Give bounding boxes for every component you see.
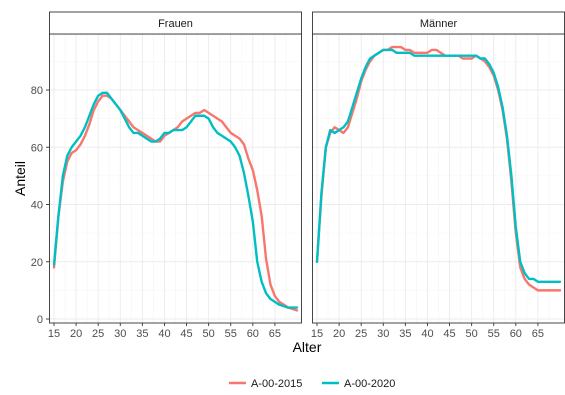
grid-lines xyxy=(49,34,302,323)
x-tick-label: 40 xyxy=(421,328,433,340)
panel-1: Männer 15 20 25 30 35 40 45 50 55 60 65 xyxy=(311,11,565,340)
x-tick-label: 55 xyxy=(225,328,237,340)
series-line-1 xyxy=(52,91,299,309)
x-tick-label: 15 xyxy=(48,328,60,340)
x-tick-label: 45 xyxy=(443,328,455,340)
y-tick-label: 60 xyxy=(31,142,43,154)
strip-box xyxy=(49,11,302,35)
x-tick-label: 30 xyxy=(114,328,126,340)
x-tick-label: 40 xyxy=(158,328,170,340)
x-tick-label: 50 xyxy=(466,328,478,340)
x-tick-label: 55 xyxy=(488,328,500,340)
legend: A-00-2015 A-00-2020 xyxy=(229,378,395,390)
x-tick-label: 65 xyxy=(269,328,281,340)
series-line-1 xyxy=(315,48,562,283)
x-tick-label: 35 xyxy=(136,328,148,340)
strip-label: Männer xyxy=(420,18,458,30)
y-axis-title: Anteil xyxy=(12,161,28,196)
x-axis-title: Alter xyxy=(293,339,322,355)
x-tick-label: 45 xyxy=(180,328,192,340)
y-tick-label: 40 xyxy=(31,200,43,212)
legend-label-1: A-00-2020 xyxy=(344,378,395,390)
x-tick-label: 60 xyxy=(510,328,522,340)
x-tick-label: 65 xyxy=(532,328,544,340)
x-tick-label: 25 xyxy=(92,328,104,340)
x-tick-label: 30 xyxy=(377,328,389,340)
x-tick-label: 25 xyxy=(355,328,367,340)
strip-label: Frauen xyxy=(158,18,193,30)
grid-lines xyxy=(312,34,565,323)
y-tick-label: 0 xyxy=(37,314,43,326)
x-tick-label: 15 xyxy=(311,328,323,340)
y-tick-label: 20 xyxy=(31,257,43,269)
x-tick-label: 50 xyxy=(203,328,215,340)
x-tick-label: 35 xyxy=(399,328,411,340)
x-tick-label: 20 xyxy=(70,328,82,340)
legend-label-0: A-00-2015 xyxy=(251,378,302,390)
series-line-0 xyxy=(52,94,299,312)
x-tick-label: 60 xyxy=(247,328,259,340)
panel-0: Frauen 15 20 25 30 35 40 45 50 55 60 65 0 20 40 60 80 xyxy=(31,11,302,340)
y-tick-label: 80 xyxy=(31,85,43,97)
x-tick-label: 20 xyxy=(333,328,345,340)
